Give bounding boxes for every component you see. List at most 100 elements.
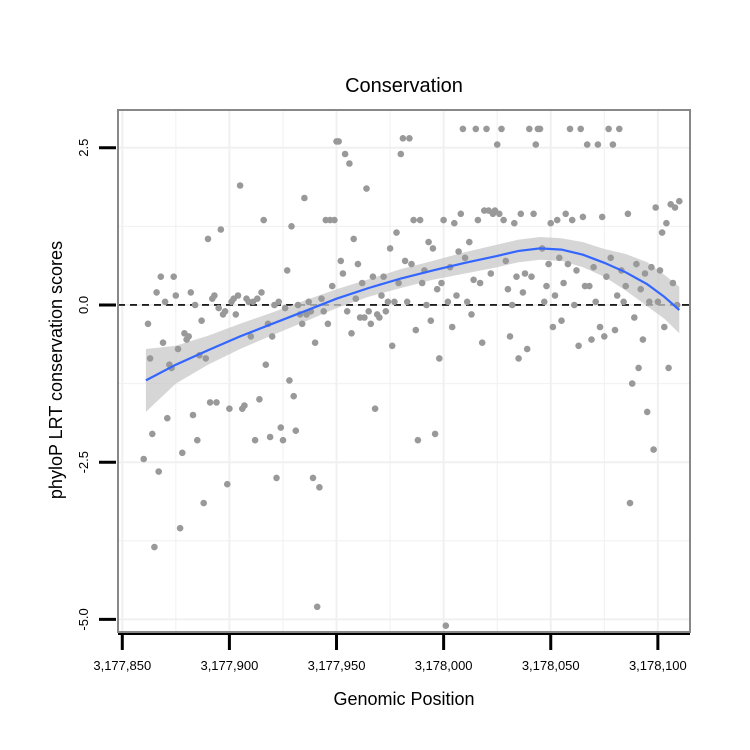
data-point bbox=[174, 345, 182, 353]
data-point bbox=[560, 279, 567, 287]
data-point bbox=[266, 433, 274, 441]
data-point bbox=[476, 279, 484, 287]
data-point bbox=[628, 380, 636, 387]
grid-lines bbox=[118, 110, 690, 632]
data-point bbox=[641, 270, 649, 277]
data-point bbox=[573, 267, 580, 274]
x-tick-label: 3,177,950 bbox=[308, 658, 366, 673]
data-point bbox=[380, 273, 387, 281]
data-point bbox=[519, 289, 527, 296]
data-point bbox=[386, 245, 394, 252]
data-point bbox=[596, 323, 604, 331]
data-point bbox=[343, 308, 351, 315]
data-point bbox=[140, 455, 147, 463]
data-point bbox=[337, 257, 345, 265]
data-point bbox=[367, 320, 375, 328]
data-point bbox=[598, 213, 606, 221]
data-point bbox=[273, 474, 280, 482]
data-point bbox=[149, 430, 156, 438]
data-point bbox=[498, 125, 505, 133]
data-point bbox=[425, 238, 432, 246]
data-point bbox=[633, 260, 640, 268]
data-point bbox=[521, 270, 529, 277]
data-point bbox=[198, 317, 205, 325]
data-point bbox=[262, 361, 270, 369]
data-point bbox=[558, 317, 565, 325]
y-axis: 2.5 0.0 -2.5 -5.0 bbox=[76, 110, 119, 632]
data-point bbox=[440, 216, 447, 224]
data-point bbox=[616, 125, 623, 133]
data-point bbox=[442, 622, 450, 629]
x-tick-label: 3,177,900 bbox=[200, 658, 258, 673]
data-point bbox=[526, 125, 533, 133]
data-point bbox=[671, 204, 679, 211]
x-tick-label: 3,178,050 bbox=[522, 658, 580, 673]
data-point bbox=[247, 333, 255, 340]
data-point bbox=[395, 279, 402, 287]
data-point bbox=[541, 298, 548, 306]
data-point bbox=[438, 279, 445, 287]
data-point bbox=[292, 427, 300, 435]
data-point bbox=[350, 235, 358, 243]
data-point bbox=[609, 141, 617, 148]
data-point bbox=[341, 150, 349, 158]
data-point bbox=[206, 399, 214, 406]
data-point bbox=[260, 216, 268, 224]
data-point bbox=[369, 273, 377, 281]
data-point bbox=[215, 304, 222, 312]
data-point bbox=[658, 229, 666, 236]
data-point bbox=[453, 292, 460, 299]
data-point bbox=[294, 301, 302, 309]
data-point bbox=[204, 235, 212, 243]
data-point bbox=[583, 141, 591, 148]
x-axis: 3,177,850 3,177,900 3,177,950 3,178,000 3,17… bbox=[93, 633, 690, 673]
data-point bbox=[463, 298, 471, 306]
data-point bbox=[551, 292, 559, 299]
data-point bbox=[410, 216, 417, 224]
data-point bbox=[468, 311, 475, 318]
data-point bbox=[418, 279, 426, 287]
data-point bbox=[236, 182, 244, 189]
data-point bbox=[663, 219, 670, 227]
data-point bbox=[275, 298, 283, 306]
data-point bbox=[305, 298, 313, 306]
data-point bbox=[328, 282, 336, 290]
data-point bbox=[643, 408, 651, 416]
data-point bbox=[506, 333, 514, 340]
data-point bbox=[661, 323, 668, 331]
data-point bbox=[594, 141, 602, 148]
data-point bbox=[556, 254, 563, 262]
data-point bbox=[515, 355, 522, 362]
data-point bbox=[144, 320, 152, 328]
data-point bbox=[513, 273, 520, 281]
data-point bbox=[161, 298, 169, 306]
data-point bbox=[384, 298, 392, 306]
data-point bbox=[397, 150, 405, 158]
data-point bbox=[631, 314, 638, 321]
data-point bbox=[313, 603, 321, 611]
confidence-band bbox=[145, 237, 680, 412]
data-point bbox=[311, 339, 319, 347]
data-point bbox=[639, 336, 647, 343]
data-point bbox=[217, 226, 225, 233]
y-tick-label: 0.0 bbox=[76, 296, 91, 314]
data-point bbox=[611, 326, 619, 334]
data-point bbox=[412, 326, 420, 334]
data-point bbox=[429, 245, 437, 252]
data-points bbox=[140, 125, 683, 629]
x-tick-label: 3,177,850 bbox=[93, 658, 151, 673]
data-point bbox=[153, 289, 160, 296]
data-point bbox=[427, 317, 435, 325]
data-point bbox=[382, 308, 390, 315]
data-point bbox=[213, 399, 220, 406]
data-point bbox=[474, 216, 482, 224]
data-point bbox=[403, 298, 411, 306]
data-point bbox=[176, 524, 184, 532]
data-point bbox=[309, 474, 317, 482]
data-point bbox=[298, 320, 306, 328]
data-point bbox=[320, 308, 328, 315]
data-point bbox=[358, 279, 366, 287]
loess-fit-line bbox=[145, 247, 681, 382]
data-point bbox=[568, 216, 576, 224]
data-point bbox=[648, 263, 655, 271]
